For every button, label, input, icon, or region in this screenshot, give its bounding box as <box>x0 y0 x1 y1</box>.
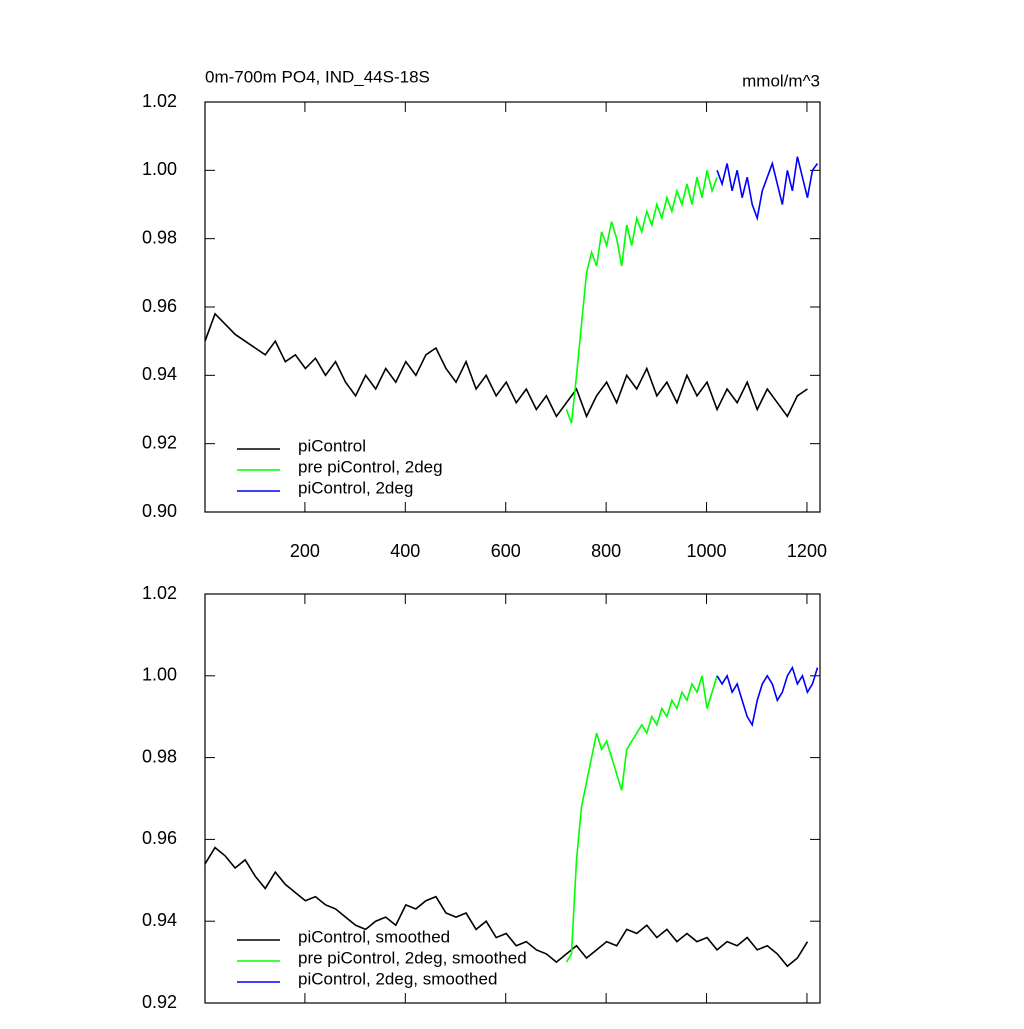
x-tick-label: 1200 <box>787 541 827 561</box>
y-tick-label: 0.96 <box>142 828 177 848</box>
y-tick-label: 0.92 <box>142 432 177 452</box>
data-line <box>204 312 808 419</box>
x-tick-label: 600 <box>491 541 521 561</box>
legend-label: pre piControl, 2deg <box>298 457 443 476</box>
data-line <box>565 675 718 963</box>
legend-label: piControl, smoothed <box>298 927 450 946</box>
y-tick-label: 0.96 <box>142 296 177 316</box>
legend-label: piControl <box>298 436 366 455</box>
legend-label: piControl, 2deg <box>298 478 413 497</box>
plot-frame <box>204 593 821 1004</box>
legend-label: piControl, 2deg, smoothed <box>298 969 497 988</box>
legend-label: pre piControl, 2deg, smoothed <box>298 948 527 967</box>
y-tick-label: 0.90 <box>142 501 177 521</box>
y-tick-label: 0.92 <box>142 992 177 1012</box>
data-line <box>716 156 819 222</box>
y-tick-label: 1.02 <box>142 583 177 603</box>
x-tick-label: 200 <box>290 541 320 561</box>
y-tick-label: 1.02 <box>142 91 177 111</box>
y-tick-label: 0.98 <box>142 746 177 766</box>
data-line <box>204 846 809 968</box>
y-tick-label: 1.00 <box>142 665 177 685</box>
y-tick-label: 0.98 <box>142 227 177 247</box>
y-tick-label: 0.94 <box>142 364 177 384</box>
units-label: mmol/m^3 <box>742 71 820 90</box>
y-tick-label: 1.00 <box>142 159 177 179</box>
chart-title: 0m-700m PO4, IND_44S-18S <box>205 67 430 86</box>
data-line <box>565 170 718 424</box>
x-tick-label: 1000 <box>687 541 727 561</box>
x-tick-label: 400 <box>390 541 420 561</box>
data-line <box>716 665 819 728</box>
y-tick-label: 0.94 <box>142 910 177 930</box>
x-tick-label: 800 <box>591 541 621 561</box>
